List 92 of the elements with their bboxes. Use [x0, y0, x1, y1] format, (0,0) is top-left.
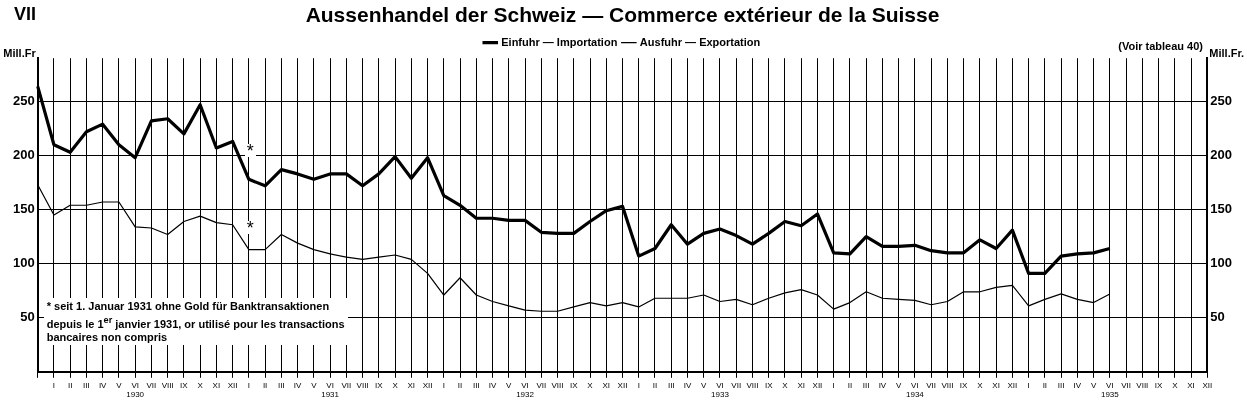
x-tick-label: VII: [926, 380, 937, 390]
y2-tick-label: 250: [1210, 93, 1233, 109]
x-tick-label: V: [116, 380, 123, 390]
x-tick-label: I: [247, 380, 250, 390]
x-tick-label: IX: [375, 380, 384, 390]
x-tick-label: XII: [812, 380, 823, 390]
x-tick-label: III: [83, 380, 90, 390]
x-tick-label: III: [1057, 380, 1065, 390]
x-tick-label: I: [637, 380, 640, 390]
y-tick-label: 100: [12, 255, 35, 271]
x-tick-label: IV: [683, 380, 692, 390]
x-tick-label: I: [52, 380, 56, 390]
y2-tick-label: 200: [1210, 147, 1233, 163]
x-tick-label: V: [701, 380, 708, 390]
x-tick-label: I: [832, 380, 835, 390]
x-tick-label: XII: [1007, 380, 1018, 390]
x-tick-label: XII: [227, 380, 238, 390]
x-tick-label: II: [67, 380, 73, 390]
y2-tick-label: 50: [1210, 309, 1225, 325]
x-tick-label: XII: [422, 380, 433, 390]
x-tick-label: IX: [180, 380, 189, 390]
x-tick-label: XI: [1187, 380, 1195, 390]
x-tick-label: XII: [617, 380, 628, 390]
x-tick-label: IX: [959, 380, 969, 390]
x-tick-label: V: [506, 380, 513, 390]
y2-tick-label: 100: [1210, 255, 1233, 271]
x-tick-label: XI: [992, 380, 1000, 390]
x-tick-label: VIII: [941, 380, 954, 390]
x-tick-label: VII: [731, 380, 742, 390]
x-tick-label: V: [895, 380, 902, 390]
x-tick-label: VII: [146, 380, 157, 390]
x-tick-label: VI 1935: [1100, 380, 1120, 400]
x-tick-label: III: [862, 380, 870, 390]
text: (Voir tableau 40): [1118, 40, 1203, 53]
x-tick-label: VIII: [1136, 380, 1149, 390]
x-tick-label: XI: [797, 380, 805, 390]
x-tick-label: II: [652, 380, 658, 390]
x-tick-label: VIII: [161, 380, 174, 390]
x-tick-label: II: [262, 380, 268, 390]
x-tick-label: X: [587, 380, 594, 390]
y-axis-title: Mill.Fr: [3, 46, 37, 59]
x-tick-label: XII: [1202, 380, 1213, 390]
x-tick-label: IX: [569, 380, 579, 390]
x-tick-label: VI 1932: [516, 380, 535, 400]
legend-label: Einfuhr — Importation: [501, 35, 618, 48]
x-tick-label: V: [311, 380, 318, 390]
chart-title: Aussenhandel der Schweiz — Commerce extérieur de la Suisse: [305, 3, 940, 27]
x-tick-label: II: [457, 380, 463, 390]
x-tick-label: I: [1027, 380, 1030, 390]
annotation: * seit 1. Januar 1931 ohne Gold für Banktransaktionen depuis le 1$^{er}$ janvier 1931, or utilisé pour les transactions bancaires non compris: [43, 297, 348, 346]
x-tick-label: VII: [341, 380, 352, 390]
y-tick-label: 200: [12, 147, 35, 163]
x-tick-label: II: [1042, 380, 1048, 390]
x-tick-label: X: [782, 380, 789, 390]
x-tick-label: VI 1933: [711, 380, 730, 400]
x-tick-label: X: [197, 380, 204, 390]
x-tick-label: VIII: [746, 380, 759, 390]
x-tick-label: IV: [1073, 380, 1082, 390]
x-tick-label: I: [442, 380, 445, 390]
x-tick-label: III: [667, 380, 675, 390]
y2-tick-label: 150: [1210, 201, 1233, 217]
x-tick-label: VIII: [551, 380, 564, 390]
x-tick-label: IV: [488, 380, 497, 390]
x-tick-label: II: [847, 380, 853, 390]
x-tick-label: VI 1931: [321, 380, 340, 400]
x-tick-label: XI: [212, 380, 221, 390]
y-tick-label: 150: [12, 201, 35, 217]
y2-axis-title: Mill.Fr.: [1209, 46, 1245, 59]
x-tick-label: X: [392, 380, 399, 390]
x-tick-label: IV: [293, 380, 303, 390]
x-tick-label: VIII: [356, 380, 369, 390]
x-tick-label: XI: [407, 380, 416, 390]
x-tick-label: VII: [536, 380, 547, 390]
x-tick-label: XI: [602, 380, 611, 390]
x-tick-label: III: [278, 380, 285, 390]
annotation: *: [245, 218, 255, 239]
annotation: *: [245, 141, 255, 162]
x-tick-label: IX: [764, 380, 774, 390]
x-tick-label: VI 1930: [126, 380, 145, 400]
x-tick-label: IV: [878, 380, 887, 390]
x-tick-label: VII: [1121, 380, 1131, 390]
x-tick-label: VI 1934: [906, 380, 925, 400]
x-tick-label: X: [977, 380, 984, 390]
x-tick-label: IV: [98, 380, 108, 390]
y-tick-label: 50: [20, 309, 35, 325]
x-tick-label: III: [472, 380, 480, 390]
x-tick-label: X: [1172, 380, 1179, 390]
x-tick-label: IX: [1154, 380, 1164, 390]
text: VII: [14, 4, 37, 25]
x-tick-label: V: [1090, 380, 1097, 390]
y-tick-label: 250: [12, 93, 35, 109]
legend-label: Ausfuhr — Exportation: [639, 35, 761, 48]
